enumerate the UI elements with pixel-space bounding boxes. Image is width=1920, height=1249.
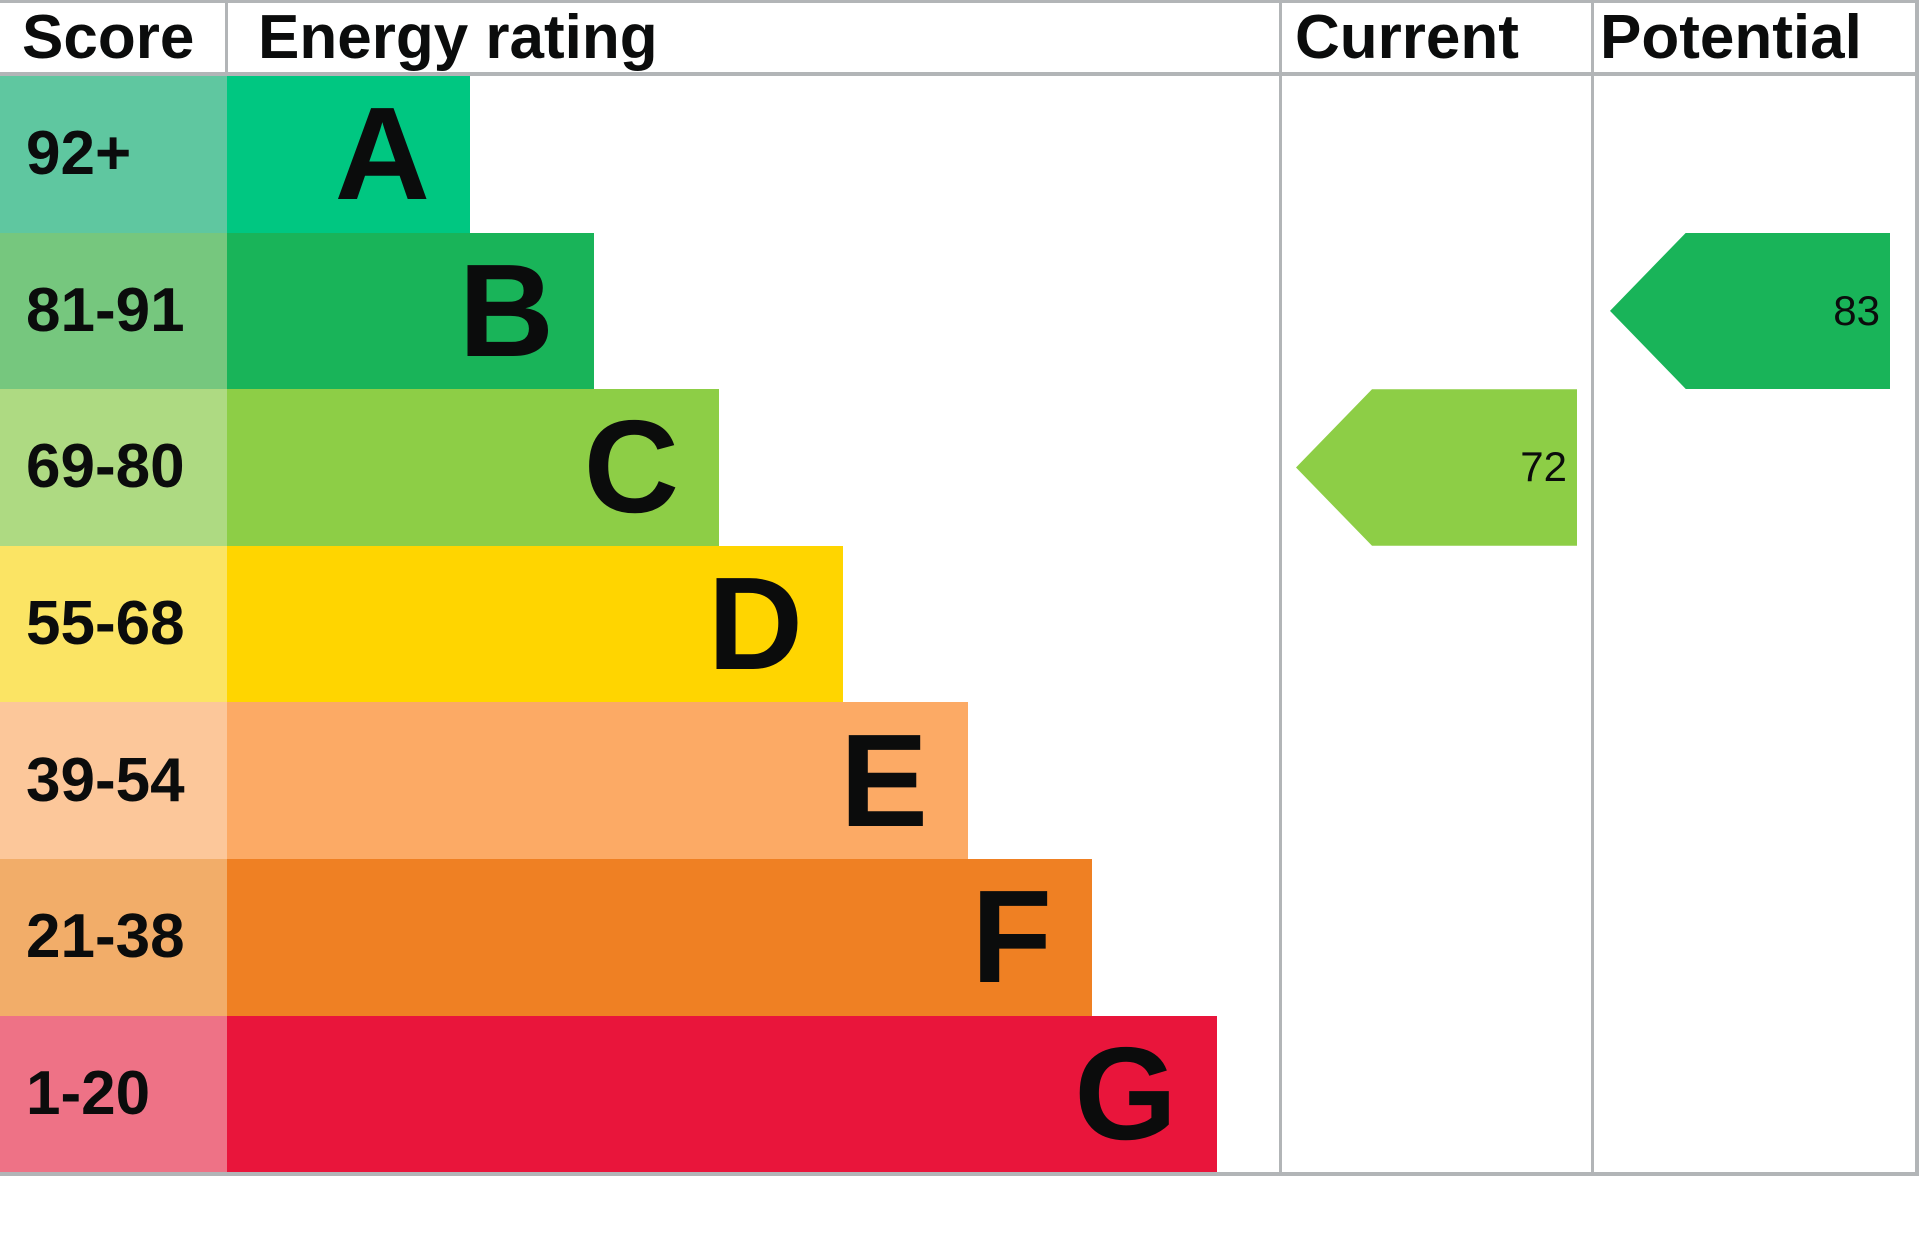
table-right-border: [1915, 0, 1919, 1176]
energy-rating-column-header: Energy rating: [258, 2, 658, 72]
band-score-range: 21-38: [0, 859, 227, 1016]
band-bar: C: [227, 389, 719, 546]
score-column-divider: [225, 0, 228, 76]
band-letter: C: [583, 393, 679, 541]
band-bar: A: [227, 76, 470, 233]
potential-rating-value: 83: [1833, 286, 1880, 334]
band-bar: B: [227, 232, 594, 390]
band-bar: F: [227, 859, 1092, 1016]
band-letter: B: [458, 236, 554, 384]
band-row-b: 81-91 B: [0, 232, 1919, 390]
band-score-range: 81-91: [0, 232, 227, 390]
current-column-header: Current: [1295, 2, 1519, 72]
band-row-d: 55-68 D: [0, 545, 1919, 703]
band-score-range: 55-68: [0, 545, 227, 703]
band-letter: F: [971, 863, 1052, 1011]
band-letter: D: [707, 550, 803, 698]
band-letter: E: [839, 706, 928, 854]
band-bar: D: [227, 545, 843, 703]
band-row-g: 1-20 G: [0, 1015, 1919, 1173]
band-score-range: 69-80: [0, 389, 227, 546]
band-bar: E: [227, 702, 968, 859]
current-column-divider: [1279, 0, 1282, 1176]
table-top-border: [0, 0, 1919, 3]
band-row-c: 69-80 C: [0, 389, 1919, 546]
potential-column-divider: [1591, 0, 1594, 1176]
band-letter: G: [1074, 1019, 1177, 1167]
band-row-e: 39-54 E: [0, 702, 1919, 859]
band-row-f: 21-38 F: [0, 859, 1919, 1016]
header-bottom-border: [0, 72, 1919, 76]
band-letter: A: [334, 80, 430, 228]
table-bottom-border: [0, 1172, 1919, 1176]
band-score-range: 1-20: [0, 1015, 227, 1173]
current-rating-value: 72: [1520, 443, 1567, 491]
band-bar: G: [227, 1015, 1217, 1173]
potential-column-header: Potential: [1600, 2, 1862, 72]
band-score-range: 92+: [0, 76, 227, 233]
band-score-range: 39-54: [0, 702, 227, 859]
band-row-a: 92+ A: [0, 76, 1919, 233]
score-column-header: Score: [22, 2, 195, 72]
